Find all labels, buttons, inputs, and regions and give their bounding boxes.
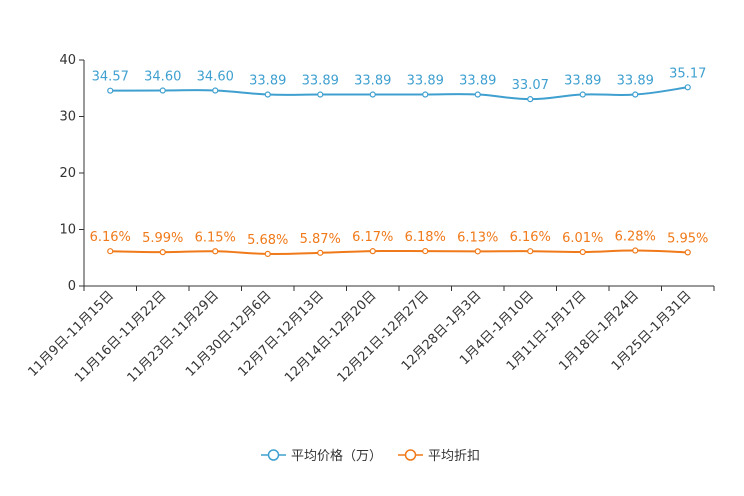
data-point [107, 248, 114, 255]
data-label: 33.89 [407, 74, 444, 89]
data-label: 33.89 [617, 74, 654, 89]
data-point [264, 91, 271, 98]
data-label: 33.89 [354, 74, 391, 89]
data-label: 35.17 [669, 66, 706, 81]
y-tick-label: 30 [59, 110, 76, 125]
data-label: 6.16% [90, 230, 131, 245]
data-point [317, 91, 324, 98]
data-point [317, 249, 324, 256]
data-point [527, 96, 534, 103]
data-point [579, 248, 586, 256]
data-point [632, 91, 639, 98]
data-point [579, 91, 586, 98]
series-avg-price: 34.57 34.60 34.60 33.89 33.89 33.89 33.89 33.89… [92, 66, 706, 103]
data-point [632, 247, 639, 254]
data-label: 6.13% [457, 230, 498, 245]
data-point [107, 87, 114, 94]
data-label: 33.89 [302, 74, 339, 89]
x-tick-label: 12月14日-12月20日 [282, 288, 379, 385]
x-tick-label: 11月16日-11月22日 [72, 288, 169, 385]
data-point [212, 87, 219, 94]
data-label: 34.57 [92, 70, 129, 85]
data-label: 34.60 [197, 70, 234, 85]
series-line [110, 249, 688, 255]
legend-item-avg-discount[interactable]: 平均折扣 [398, 449, 480, 464]
axes: 0 10 20 30 40 11月9日-11月15日11月16日-11月22日11月23日… [25, 53, 715, 386]
data-label: 33.07 [512, 78, 549, 93]
data-point [369, 91, 376, 98]
data-point [159, 249, 166, 256]
data-point [474, 248, 481, 255]
data-label: 34.60 [144, 70, 181, 85]
data-point [527, 248, 534, 255]
legend[interactable]: 平均价格（万） 平均折扣 [261, 448, 480, 464]
data-point [684, 84, 691, 91]
y-tick-label: 40 [59, 53, 76, 68]
data-label: 5.99% [142, 231, 183, 246]
data-label: 5.87% [300, 232, 341, 247]
series-line [110, 86, 688, 101]
data-label: 33.89 [459, 74, 496, 89]
data-label: 33.89 [249, 74, 286, 89]
legend-item-avg-price[interactable]: 平均价格（万） [261, 448, 382, 464]
data-label: 6.15% [195, 230, 236, 245]
y-tick-label: 10 [59, 223, 76, 238]
data-label: 6.16% [510, 230, 551, 245]
data-label: 6.17% [352, 230, 393, 245]
legend-circle-icon [404, 449, 417, 461]
data-point [159, 87, 166, 94]
series-group: 34.57 34.60 34.60 33.89 33.89 33.89 33.89 33.89… [90, 66, 708, 258]
legend-label: 平均折扣 [428, 449, 480, 464]
data-point [369, 248, 376, 255]
y-tick-label: 0 [68, 279, 76, 294]
x-tick-label: 12月21日-12月27日 [335, 288, 432, 385]
legend-label: 平均价格（万） [291, 448, 382, 464]
series-avg-discount: 6.16% 5.99% 6.15% 5.68% 5.87% 6.17% 6.18% 6.13%… [90, 230, 708, 258]
data-point [212, 248, 219, 255]
data-point [684, 249, 691, 256]
data-point [422, 91, 429, 98]
x-tick-label: 11月9日-11月15日 [25, 288, 117, 380]
legend-circle-icon [267, 449, 280, 461]
data-label: 5.68% [247, 233, 288, 248]
y-tick-label: 20 [59, 166, 76, 181]
data-point [474, 91, 481, 98]
data-label: 6.18% [405, 230, 446, 245]
data-label: 6.28% [615, 230, 656, 245]
data-point [264, 250, 271, 258]
data-label: 5.95% [667, 231, 708, 246]
data-point [422, 247, 429, 255]
data-label: 6.01% [562, 231, 603, 246]
data-label: 33.89 [564, 74, 601, 89]
x-tick-label: 11月23日-11月29日 [125, 288, 222, 385]
